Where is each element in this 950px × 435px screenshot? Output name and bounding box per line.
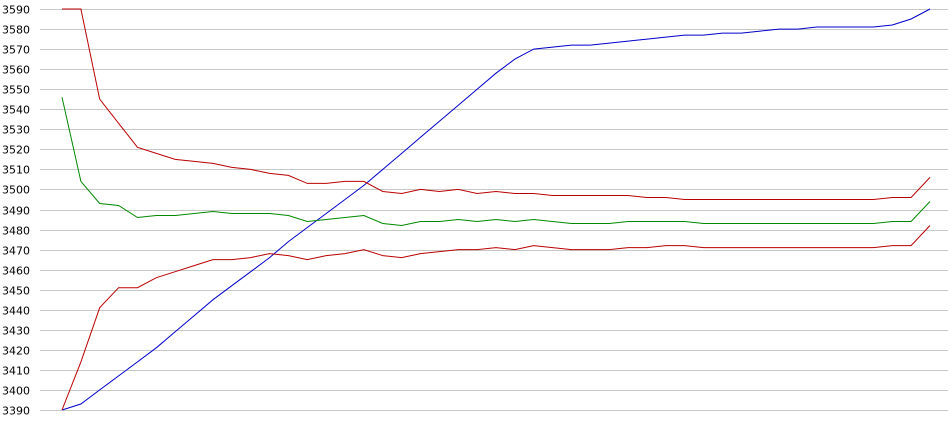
grid-layer — [40, 9, 948, 411]
y-tick-label: 3540 — [2, 104, 30, 117]
y-tick-label: 3500 — [2, 184, 30, 197]
y-tick-label: 3480 — [2, 225, 30, 238]
series-line-1 — [61, 8, 931, 411]
y-tick-label: 3520 — [2, 144, 30, 157]
y-tick-label: 3590 — [2, 4, 30, 17]
y-tick-label: 3410 — [2, 365, 30, 378]
y-tick-label: 3400 — [2, 385, 30, 398]
y-tick-label: 3550 — [2, 84, 30, 97]
y-tick-label: 3570 — [2, 44, 30, 57]
y-tick-label: 3470 — [2, 245, 30, 258]
y-tick-label: 3420 — [2, 345, 30, 358]
y-tick-label: 3560 — [2, 64, 30, 77]
y-tick-label: 3430 — [2, 325, 30, 338]
y-tick-label: 3490 — [2, 205, 30, 218]
y-tick-label: 3530 — [2, 124, 30, 137]
y-tick-label: 3580 — [2, 24, 30, 37]
y-tick-label: 3390 — [2, 405, 30, 418]
series-line-3 — [61, 97, 931, 227]
y-tick-label: 3440 — [2, 305, 30, 318]
y-tick-label: 3450 — [2, 285, 30, 298]
series-line-4 — [61, 225, 931, 411]
y-axis-ticks: 3390 3400 3410 3420 3430 3440 3450 3460 3470 3480… — [2, 4, 30, 418]
series-line-2 — [62, 8, 931, 200]
y-tick-label: 3460 — [2, 265, 30, 278]
y-tick-label: 3510 — [2, 164, 30, 177]
series-layer — [61, 8, 931, 411]
